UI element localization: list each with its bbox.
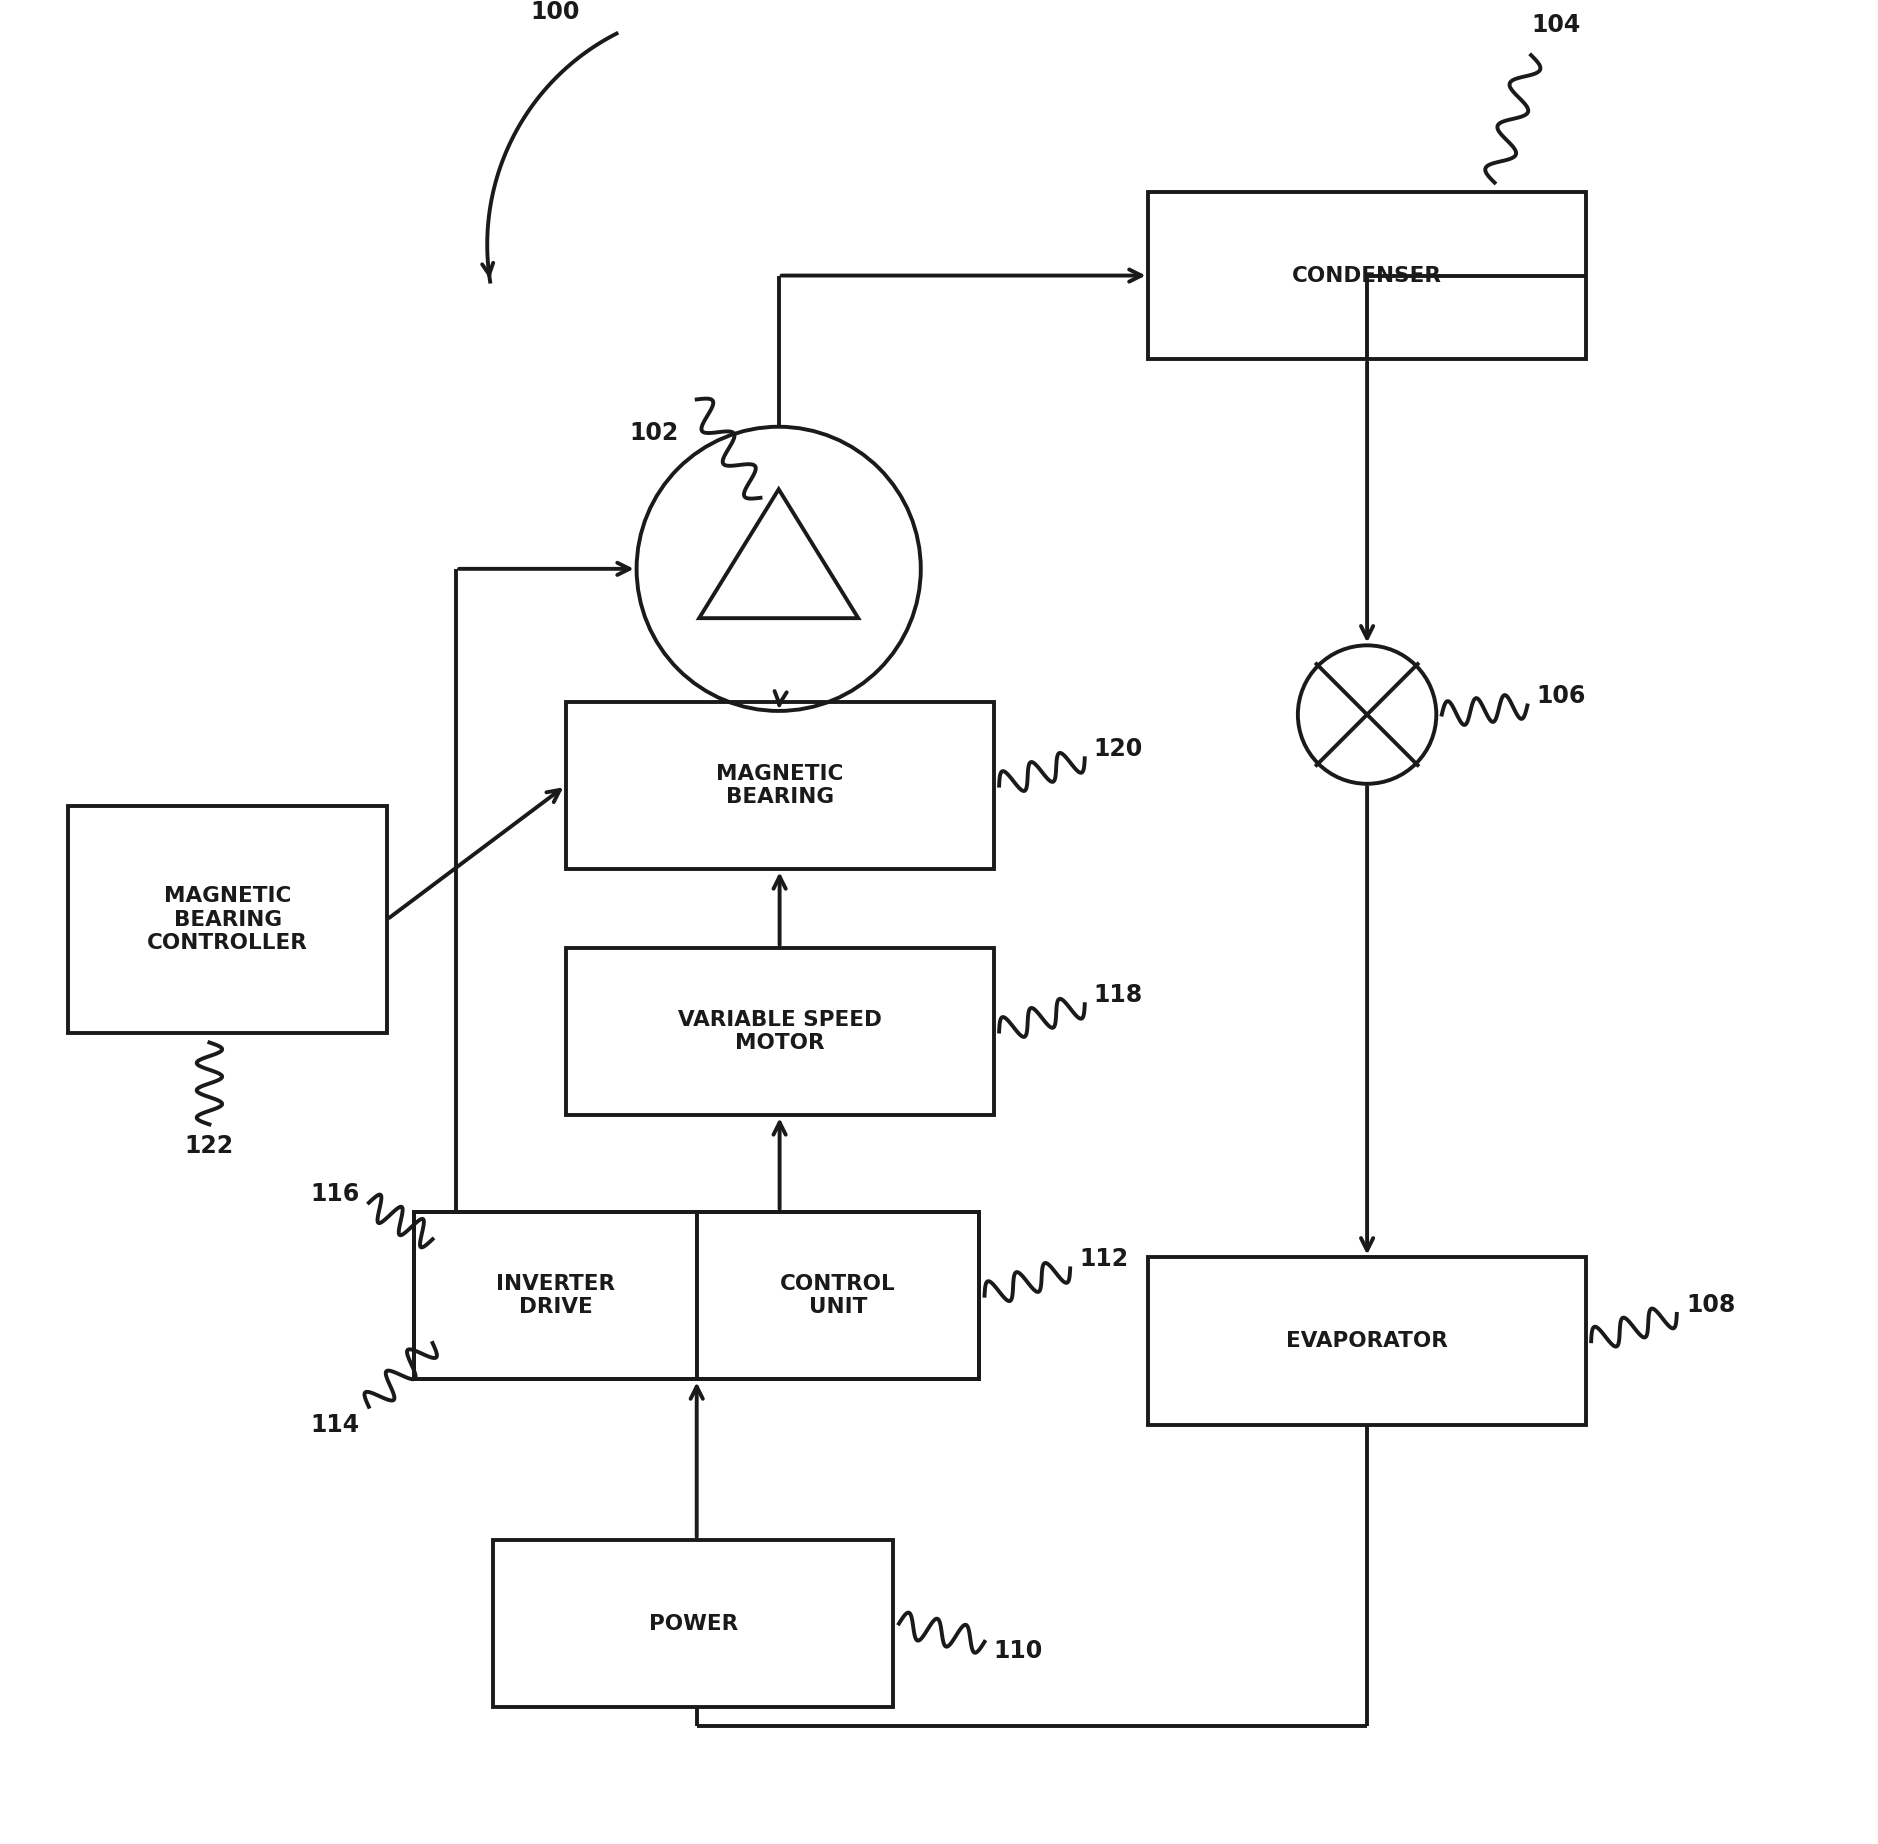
Text: MAGNETIC
BEARING
CONTROLLER: MAGNETIC BEARING CONTROLLER	[146, 887, 308, 953]
Text: INVERTER
DRIVE: INVERTER DRIVE	[496, 1274, 614, 1317]
Text: EVAPORATOR: EVAPORATOR	[1286, 1331, 1448, 1352]
Text: 104: 104	[1531, 13, 1579, 37]
FancyBboxPatch shape	[1149, 1258, 1585, 1425]
Text: CONDENSER: CONDENSER	[1292, 266, 1442, 286]
Text: 106: 106	[1536, 684, 1585, 708]
Text: 120: 120	[1093, 738, 1144, 762]
Text: VARIABLE SPEED
MOTOR: VARIABLE SPEED MOTOR	[678, 1011, 881, 1053]
Text: 118: 118	[1093, 983, 1144, 1007]
Text: 110: 110	[993, 1639, 1042, 1663]
FancyBboxPatch shape	[697, 1212, 978, 1379]
FancyBboxPatch shape	[565, 948, 993, 1116]
Text: MAGNETIC
BEARING: MAGNETIC BEARING	[716, 763, 843, 808]
Text: 116: 116	[310, 1182, 361, 1206]
Text: 102: 102	[629, 420, 678, 444]
Text: 122: 122	[184, 1134, 235, 1158]
FancyBboxPatch shape	[492, 1540, 894, 1708]
Text: POWER: POWER	[648, 1614, 738, 1634]
FancyBboxPatch shape	[68, 806, 387, 1033]
FancyBboxPatch shape	[565, 703, 993, 869]
Text: 114: 114	[310, 1413, 361, 1436]
Text: 108: 108	[1686, 1293, 1735, 1317]
Text: CONTROL
UNIT: CONTROL UNIT	[779, 1274, 896, 1317]
Text: 112: 112	[1080, 1247, 1129, 1271]
Text: 100: 100	[531, 0, 580, 24]
FancyBboxPatch shape	[1149, 192, 1585, 360]
FancyBboxPatch shape	[415, 1212, 697, 1379]
